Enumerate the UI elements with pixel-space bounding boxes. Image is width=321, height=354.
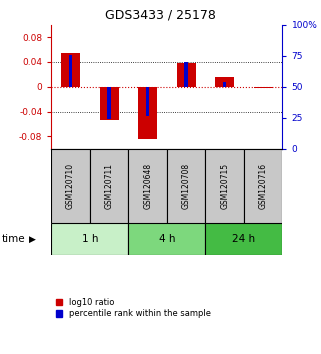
- Bar: [90, 149, 128, 223]
- Text: GSM120710: GSM120710: [66, 163, 75, 209]
- Text: GSM120715: GSM120715: [220, 163, 229, 209]
- Text: ▶: ▶: [29, 234, 36, 244]
- Text: 4 h: 4 h: [159, 234, 175, 244]
- Bar: [146, 87, 149, 116]
- Text: GSM120708: GSM120708: [182, 163, 191, 209]
- Text: GSM120711: GSM120711: [105, 163, 114, 209]
- Legend: log10 ratio, percentile rank within the sample: log10 ratio, percentile rank within the …: [56, 298, 211, 319]
- Bar: [167, 149, 205, 223]
- Text: GSM120648: GSM120648: [143, 163, 152, 209]
- Bar: [51, 149, 90, 223]
- Bar: [223, 82, 226, 87]
- Bar: [128, 223, 205, 255]
- Bar: [61, 53, 80, 87]
- Bar: [254, 87, 273, 88]
- Bar: [138, 87, 157, 139]
- Bar: [51, 223, 128, 255]
- Bar: [128, 149, 167, 223]
- Bar: [69, 55, 72, 87]
- Text: GDS3433 / 25178: GDS3433 / 25178: [105, 9, 216, 22]
- Text: 1 h: 1 h: [82, 234, 98, 244]
- Text: 24 h: 24 h: [232, 234, 256, 244]
- Bar: [108, 87, 111, 119]
- Bar: [244, 149, 282, 223]
- Bar: [177, 63, 196, 87]
- Bar: [100, 87, 119, 120]
- Bar: [185, 62, 188, 87]
- Text: time: time: [2, 234, 25, 244]
- Bar: [205, 223, 282, 255]
- Bar: [205, 149, 244, 223]
- Bar: [215, 78, 234, 87]
- Text: GSM120716: GSM120716: [259, 163, 268, 209]
